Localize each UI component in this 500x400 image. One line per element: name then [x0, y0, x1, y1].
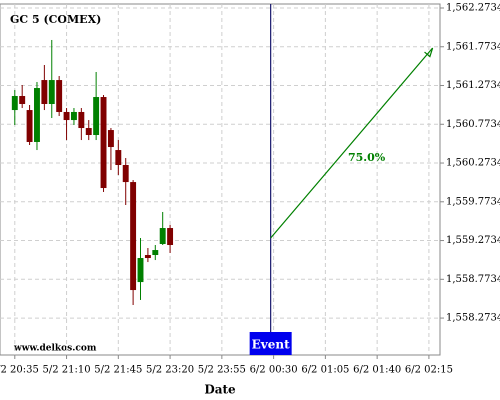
forecast-arrow [270, 47, 434, 239]
plot-area [0, 3, 441, 356]
y-tick-label: 1,560.2734 [446, 158, 500, 169]
arrow-label: 75.0% [348, 151, 386, 164]
x-tick-label: 6/2 01:40 [353, 365, 401, 376]
x-tick-label: 6/2 02:15 [405, 365, 453, 376]
candle-body [107, 130, 114, 148]
candle-body [41, 80, 48, 104]
candle-body [63, 111, 70, 121]
candle-body [19, 96, 26, 104]
arrow-head [424, 47, 434, 58]
y-tick-label: 1,562.2734 [446, 2, 500, 13]
candle-body [78, 111, 85, 129]
chart-title: GC 5 (COMEX) [10, 13, 101, 26]
candle-body [152, 250, 159, 256]
candle-body [93, 97, 100, 136]
candle-body [48, 80, 55, 104]
x-tick-label: 5/2 21:45 [94, 365, 142, 376]
x-tick-label: 6/2 00:30 [250, 365, 298, 376]
x-axis-label: Date [204, 383, 236, 397]
x-tick-label: 5/2 21:10 [43, 365, 91, 376]
x-tick-label: 5/2 20:35 [0, 365, 39, 376]
y-tick-label: 1,560.7734 [446, 119, 500, 130]
candle-body [26, 110, 33, 142]
candle-body [11, 96, 18, 111]
candle-body [144, 255, 151, 259]
y-tick-label: 1,559.7734 [446, 196, 500, 207]
candle-body [115, 150, 122, 166]
y-tick-label: 1,559.2734 [446, 235, 500, 246]
candle-body [130, 182, 137, 291]
y-tick-label: 1,558.7734 [446, 274, 500, 285]
candle-body [70, 111, 77, 121]
candle-body [34, 88, 40, 142]
y-tick-label: 1,561.7734 [446, 41, 500, 52]
y-tick-label: 1,561.2734 [446, 80, 500, 91]
event-box [249, 332, 292, 355]
candle-body [85, 128, 92, 136]
x-tick-label: 6/2 01:05 [301, 365, 349, 376]
x-tick-label: 5/2 23:20 [146, 365, 194, 376]
candle-body [122, 165, 129, 183]
event-label: Event [252, 338, 290, 352]
watermark: www.delkos.com [13, 344, 97, 354]
y-tick-label: 1,558.2734 [446, 313, 500, 324]
candle-body [137, 258, 144, 283]
candle-body [159, 228, 166, 244]
candle-body [56, 80, 63, 112]
candle-body [100, 97, 107, 189]
x-tick-label: 5/2 23:55 [198, 365, 246, 376]
candle-body [167, 228, 174, 246]
